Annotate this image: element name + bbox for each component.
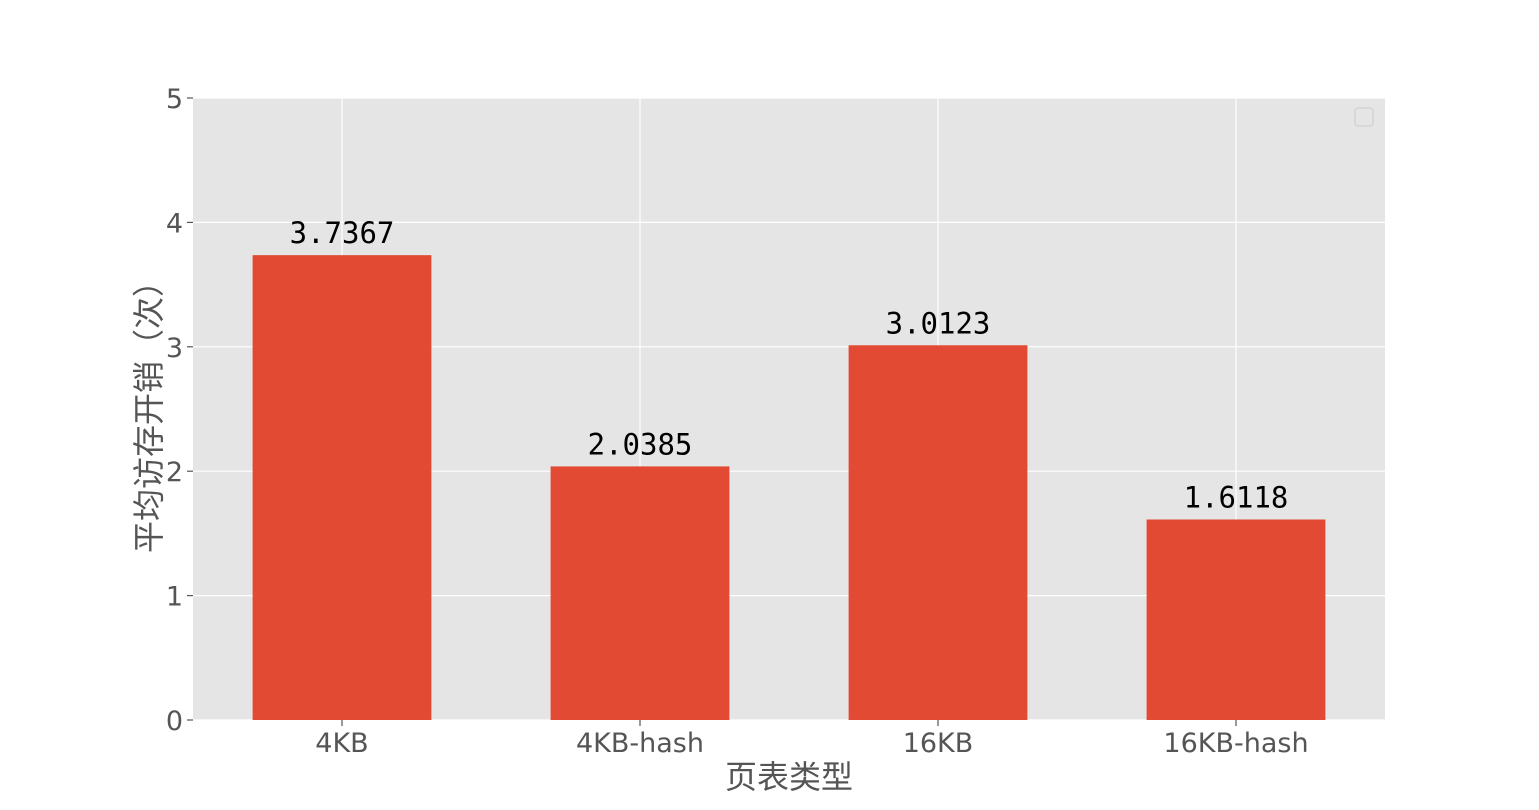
legend-box	[1354, 107, 1374, 127]
y-axis-label: 平均访存开销（次）	[130, 265, 168, 553]
y-tick-label: 0	[166, 706, 183, 737]
x-axis-ticks: 4KB 4KB-hash 16KB 16KB-hash	[315, 720, 1309, 759]
data-label: 3.0123	[886, 306, 991, 340]
bar-4kb-hash	[550, 466, 730, 720]
bar-4kb	[252, 255, 432, 720]
y-tick-label: 5	[166, 84, 183, 115]
x-tick-label: 4KB	[315, 728, 368, 759]
data-label: 3.7367	[290, 216, 395, 250]
y-axis-ticks: 0 1 2 3 4 5	[166, 84, 193, 737]
y-tick-label: 2	[166, 457, 183, 488]
bar-16kb-hash	[1146, 519, 1326, 720]
y-tick-label: 3	[166, 333, 183, 364]
y-tick-label: 4	[166, 208, 183, 239]
x-tick-label: 16KB	[903, 728, 974, 759]
y-tick-label: 1	[166, 582, 183, 613]
x-tick-label: 4KB-hash	[576, 728, 704, 759]
bars	[252, 255, 1326, 720]
data-label: 2.0385	[588, 427, 693, 461]
x-tick-label: 16KB-hash	[1163, 728, 1308, 759]
data-labels: 3.7367 2.0385 3.0123 1.6118	[290, 216, 1289, 514]
x-axis-label: 页表类型	[725, 758, 853, 796]
bar-16kb	[848, 345, 1028, 720]
data-label: 1.6118	[1184, 480, 1289, 514]
